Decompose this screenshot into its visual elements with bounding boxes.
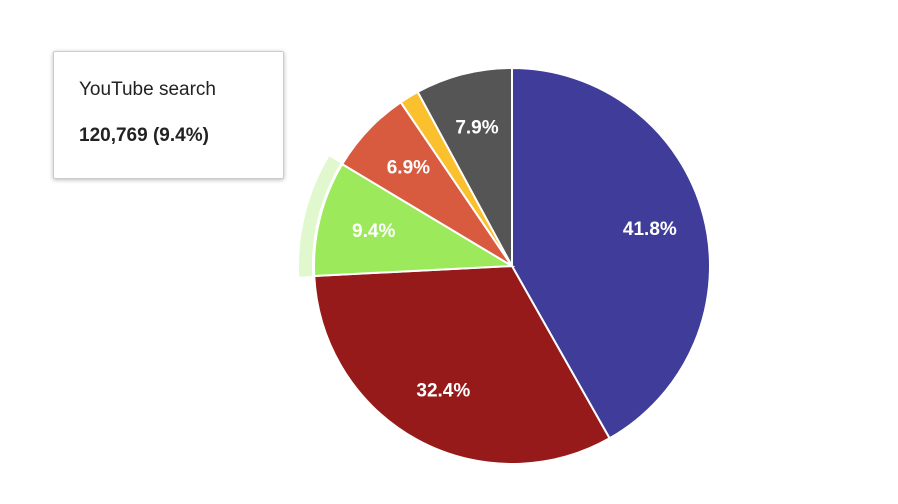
tooltip-label: YouTube search (79, 79, 216, 100)
pie-slice-0[interactable] (511, 66, 711, 440)
pie-slice-2[interactable] (313, 162, 516, 277)
slice-label-3: 6.9% (387, 158, 430, 179)
tooltip: YouTube search 120,769 (9.4%) (53, 51, 284, 179)
tooltip-value: 120,769 (9.4%) (79, 125, 209, 146)
pie-slice-5[interactable] (416, 66, 513, 267)
slice-label-5: 7.9% (455, 117, 498, 138)
pie-slice-highlight (299, 156, 341, 277)
pie-slice-1[interactable] (313, 264, 611, 465)
slice-label-2: 9.4% (352, 221, 395, 242)
slice-label-0: 41.8% (623, 219, 677, 240)
slice-label-1: 32.4% (416, 380, 470, 401)
